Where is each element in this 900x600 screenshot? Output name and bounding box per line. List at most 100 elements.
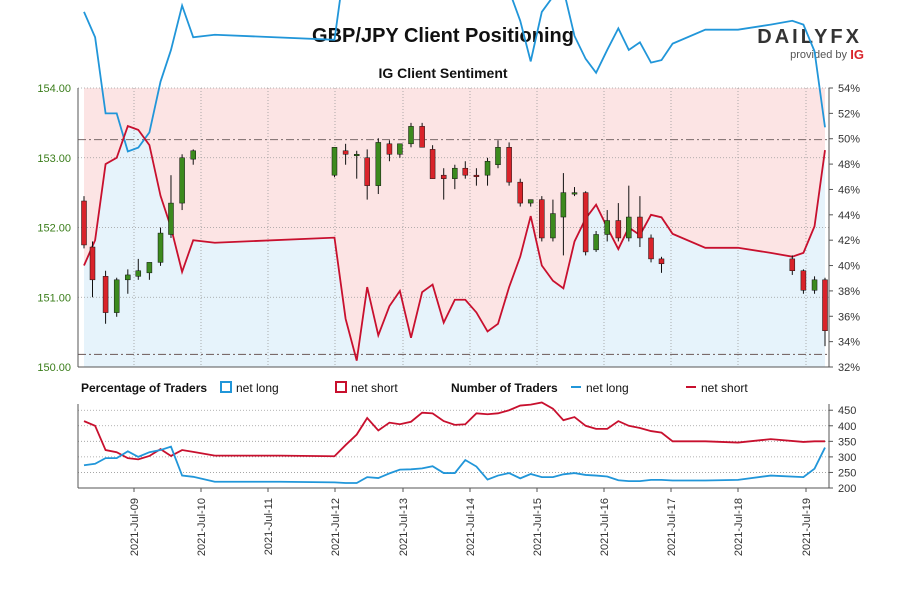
candle-body (440, 174, 447, 179)
logo-provider: IG (850, 47, 864, 62)
candle-body (331, 147, 338, 176)
candle-body (353, 154, 360, 157)
legend-num-title: Number of Traders (451, 381, 558, 395)
legend: Percentage of Traders net long net short… (81, 381, 748, 395)
date-tick-label: 2021-Jul-13 (398, 498, 410, 556)
legend-net-long-pct: net long (236, 381, 279, 395)
legend-net-short-pct: net short (351, 381, 398, 395)
candle-body (593, 234, 599, 251)
candle-body (506, 147, 512, 183)
percent-tick-label: 42% (838, 235, 860, 247)
candle-body (527, 199, 534, 204)
date-tick-label: 2021-Jul-18 (733, 498, 745, 556)
chart-title: GBP/JPY Client Positioning (312, 25, 574, 47)
date-tick-label: 2021-Jul-16 (599, 498, 611, 556)
percent-tick-label: 36% (838, 311, 860, 323)
candle-body (168, 202, 174, 235)
net-long-pct-line (83, 0, 826, 153)
date-tick-label: 2021-Jul-10 (196, 498, 208, 556)
traders-tick-label: 450 (838, 405, 856, 417)
candle-body (190, 150, 196, 160)
candle-body (125, 274, 131, 281)
candle-body (81, 200, 87, 246)
logo-provided-by: provided by (790, 49, 847, 61)
candle-body (637, 216, 643, 239)
date-tick-label: 2021-Jul-17 (666, 498, 678, 556)
candle-body (789, 258, 796, 271)
traders-long-line (83, 445, 826, 484)
candle-body (135, 270, 142, 277)
legend-net-long-swatch (220, 381, 232, 393)
candle-body (452, 167, 458, 179)
legend-net-short-swatch (335, 381, 347, 393)
candle-body (89, 246, 96, 281)
candle-body (615, 220, 622, 239)
candle-body (604, 220, 610, 235)
percent-tick-label: 44% (838, 210, 860, 222)
traders-tick-label: 250 (838, 467, 856, 479)
legend-net-long-num: net long (586, 381, 629, 395)
date-tick-label: 2021-Jul-15 (532, 498, 544, 556)
candle-body (473, 174, 480, 177)
candle-body (484, 160, 491, 176)
candle-body (495, 147, 501, 165)
percent-tick-label: 46% (838, 184, 860, 196)
candle-body (822, 279, 828, 331)
candle-body (539, 199, 545, 239)
candle-body (429, 149, 436, 179)
candle-body (157, 232, 164, 263)
percent-tick-label: 52% (838, 108, 860, 120)
lower-plot-area (78, 404, 829, 488)
candle-body (658, 258, 665, 265)
candle-body (408, 126, 414, 145)
price-tick-label: 152.00 (37, 223, 71, 235)
candle-body (560, 192, 567, 218)
percent-tick-label: 50% (838, 134, 860, 146)
candle-body (146, 262, 153, 274)
percent-tick-label: 48% (838, 159, 860, 171)
chart-subtitle: IG Client Sentiment (378, 65, 507, 81)
legend-pct-title: Percentage of Traders (81, 381, 207, 395)
net-long-area (84, 126, 825, 367)
candle-body (386, 143, 393, 155)
percent-tick-label: 38% (838, 286, 860, 298)
price-tick-label: 151.00 (37, 292, 71, 304)
traders-tick-label: 350 (838, 436, 856, 448)
net-short-pct-line (83, 124, 826, 361)
date-tick-label: 2021-Jul-09 (129, 498, 141, 556)
candle-body (364, 157, 370, 186)
lower-panel: 200 250 300 350 400 450 2021-Jul-09 2021-Jul-10… (77, 401, 856, 556)
upper-panel: 150.00 151.00 152.00 153.00 154.00 32% 34% 36% 3… (37, 0, 860, 374)
date-tick-label: 2021-Jul-19 (801, 498, 813, 556)
candle-body (571, 192, 578, 195)
candle-body (102, 276, 109, 313)
percent-tick-label: 54% (838, 83, 860, 95)
price-tick-label: 154.00 (37, 83, 71, 95)
date-tick-label: 2021-Jul-12 (330, 498, 342, 556)
traders-tick-label: 400 (838, 421, 856, 433)
candle-body (462, 167, 469, 176)
legend-net-short-num: net short (701, 381, 748, 395)
candle-body (397, 143, 403, 155)
candle-body (517, 181, 523, 204)
percent-tick-label: 40% (838, 261, 860, 273)
date-tick-label: 2021-Jul-14 (465, 498, 477, 556)
date-tick-label: 2021-Jul-11 (263, 498, 275, 555)
candle-body (648, 237, 654, 260)
percent-tick-label: 34% (838, 337, 860, 349)
traders-tick-label: 300 (838, 452, 856, 464)
candle-body (582, 192, 589, 253)
traders-tick-label: 200 (838, 483, 856, 495)
percent-tick-label: 32% (838, 362, 860, 374)
price-tick-label: 153.00 (37, 153, 71, 165)
candle-body (550, 213, 556, 239)
candle-body (375, 142, 382, 186)
candle-body (419, 126, 425, 148)
candle-body (800, 270, 807, 291)
candle-body (113, 279, 120, 313)
logo-text: DAILYFX (757, 26, 862, 48)
candle-body (179, 157, 185, 204)
net-short-area (84, 88, 825, 361)
candle-body (811, 279, 818, 291)
